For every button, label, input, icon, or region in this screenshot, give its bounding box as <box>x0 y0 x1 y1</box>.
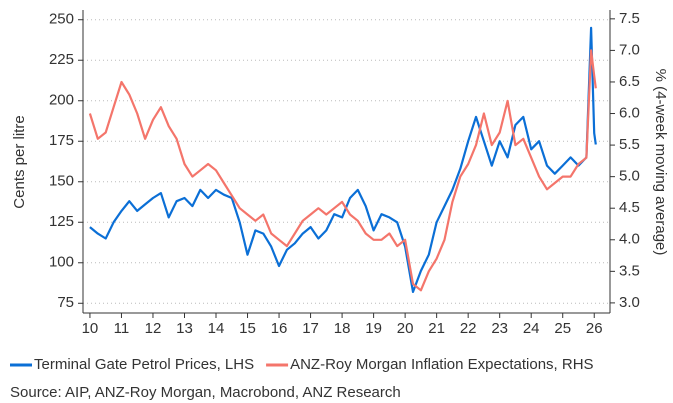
x-tick-label: 22 <box>460 320 477 337</box>
y-tick-label: 150 <box>49 173 74 190</box>
x-tick-label: 12 <box>145 320 162 337</box>
legend-label: ANZ-Roy Morgan Inflation Expectations, R… <box>290 356 593 373</box>
y2-tick-label: 7.0 <box>619 41 640 58</box>
y-tick-label: 125 <box>49 213 74 230</box>
y2-tick-label: 6.5 <box>619 73 640 90</box>
y-tick-label: 75 <box>57 294 74 311</box>
y2-tick-label: 5.5 <box>619 136 640 153</box>
y2-tick-label: 3.5 <box>619 262 640 279</box>
y2-tick-label: 3.0 <box>619 294 640 311</box>
x-tick-label: 19 <box>365 320 382 337</box>
y-axis-label: Cents per litre <box>11 115 28 208</box>
y-tick-label: 225 <box>49 51 74 68</box>
x-tick-label: 13 <box>176 320 193 337</box>
x-tick-label: 23 <box>491 320 508 337</box>
y2-tick-label: 4.5 <box>619 199 640 216</box>
y2-tick-label: 7.5 <box>619 10 640 27</box>
x-tick-label: 25 <box>554 320 571 337</box>
x-tick-label: 26 <box>586 320 603 337</box>
x-tick-label: 20 <box>397 320 414 337</box>
x-tick-label: 17 <box>302 320 319 337</box>
legend-label: Terminal Gate Petrol Prices, LHS <box>34 356 254 373</box>
x-tick-label: 21 <box>428 320 445 337</box>
y-tick-label: 175 <box>49 132 74 149</box>
series-line <box>88 49 597 292</box>
y2-tick-label: 5.0 <box>619 168 640 185</box>
x-tick-label: 24 <box>523 320 540 337</box>
x-tick-label: 16 <box>271 320 288 337</box>
series-line <box>89 26 597 293</box>
y-tick-label: 200 <box>49 92 74 109</box>
y-tick-label: 250 <box>49 11 74 28</box>
x-tick-label: 14 <box>208 320 225 337</box>
x-tick-label: 11 <box>114 320 130 337</box>
y-tick-label: 100 <box>49 254 74 271</box>
source-note: Source: AIP, ANZ-Roy Morgan, Macrobond, … <box>10 384 401 401</box>
x-tick-label: 15 <box>239 320 256 337</box>
y2-tick-label: 4.0 <box>619 231 640 248</box>
x-tick-label: 18 <box>334 320 351 337</box>
y2-tick-label: 6.0 <box>619 104 640 121</box>
y2-axis-label: % (4-week moving average) <box>652 69 669 256</box>
x-tick-label: 10 <box>82 320 99 337</box>
